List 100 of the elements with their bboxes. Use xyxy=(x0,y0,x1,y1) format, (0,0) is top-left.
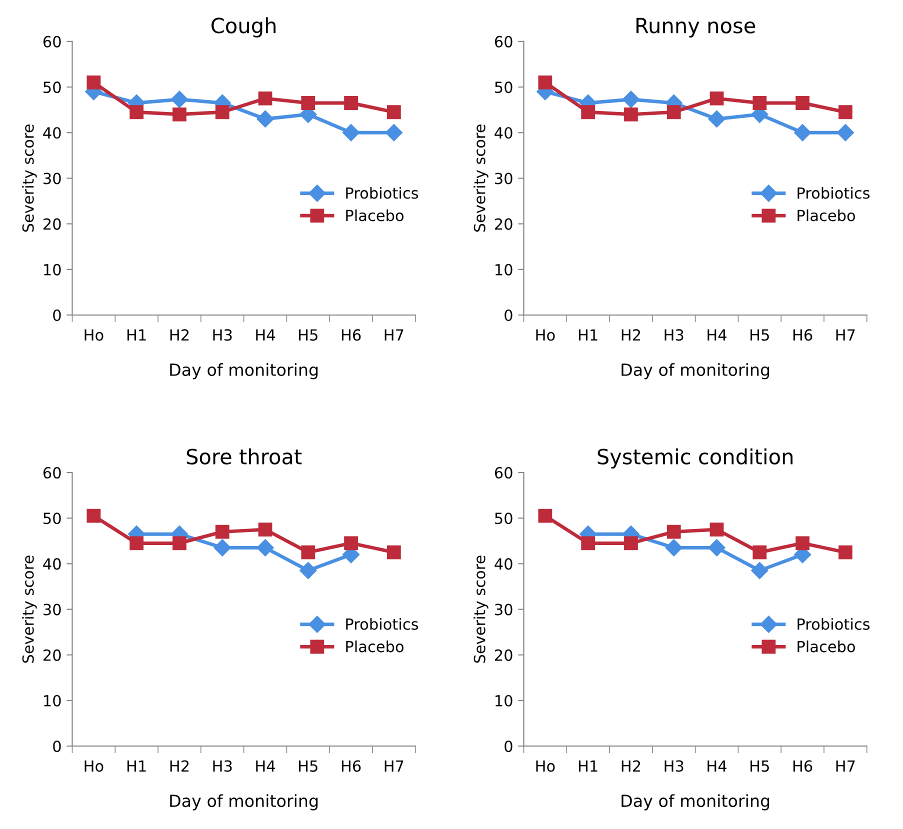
point xyxy=(838,105,852,120)
point xyxy=(538,76,552,90)
x-tick-label: H2 xyxy=(170,760,189,772)
x-tick-label: H1 xyxy=(127,760,146,772)
y-tick-label: 60 xyxy=(494,466,512,479)
point xyxy=(386,105,401,120)
x-tick-label: Ho xyxy=(536,329,555,341)
x-tick-label: H7 xyxy=(836,329,855,341)
y-tick-label: 20 xyxy=(495,218,512,230)
y-axis-title: Severity score xyxy=(22,124,37,232)
y-tick-label: 60 xyxy=(43,466,61,479)
point xyxy=(300,562,317,580)
y-tick-label: 60 xyxy=(43,36,61,48)
y-axis-title: Severity score xyxy=(22,556,37,663)
x-tick-label: H4 xyxy=(708,329,727,341)
x-tick-label: H5 xyxy=(299,760,318,772)
x-tick-label: H6 xyxy=(793,329,812,341)
x-axis-title: Day of monitoring xyxy=(622,363,770,380)
point xyxy=(752,545,767,560)
x-tick-label: H4 xyxy=(256,329,276,341)
y-axis-title: Severity score xyxy=(474,124,488,232)
x-axis-title: Day of monitoring xyxy=(170,794,318,810)
y-tick-label: 30 xyxy=(495,604,512,616)
x-tick-label: Ho xyxy=(84,760,104,772)
point xyxy=(258,92,272,106)
y-tick-label: 40 xyxy=(494,558,512,570)
point xyxy=(796,96,810,110)
y-tick-label: 20 xyxy=(44,649,61,661)
legend-label: Probiotics xyxy=(346,186,418,199)
y-tick-label: 50 xyxy=(44,82,61,94)
point xyxy=(258,522,272,536)
y-tick-label: 10 xyxy=(44,264,61,276)
y-tick-label: 10 xyxy=(44,694,61,707)
point xyxy=(256,539,274,556)
point xyxy=(130,536,144,550)
y-tick-label: 20 xyxy=(44,218,61,230)
point xyxy=(172,107,186,122)
x-tick-label: H3 xyxy=(664,760,684,772)
y-tick-label: 0 xyxy=(53,309,61,322)
y-tick-label: 50 xyxy=(495,512,512,524)
y-tick-label: 30 xyxy=(44,172,61,184)
point xyxy=(86,76,101,90)
y-tick-label: 0 xyxy=(504,309,512,322)
point xyxy=(342,124,360,142)
chart-title: Cough xyxy=(212,17,276,38)
point xyxy=(751,562,768,580)
y-tick-label: 10 xyxy=(496,694,512,707)
point xyxy=(796,536,810,550)
x-tick-label: H4 xyxy=(256,760,276,772)
point xyxy=(301,545,316,560)
point xyxy=(172,536,186,550)
point xyxy=(344,536,358,550)
y-axis-title: Severity score xyxy=(474,556,488,663)
point xyxy=(386,545,401,560)
x-tick-label: H2 xyxy=(622,760,640,772)
legend-label: Placebo xyxy=(798,209,855,222)
y-tick-label: 40 xyxy=(43,558,61,570)
point xyxy=(86,508,101,523)
x-tick-label: H3 xyxy=(213,760,232,772)
chart-title: Systemic condition xyxy=(598,448,792,469)
point xyxy=(710,92,724,106)
y-tick-label: 20 xyxy=(495,649,512,661)
chart-title: Runny nose xyxy=(636,18,756,38)
point xyxy=(215,105,230,120)
x-tick-label: H3 xyxy=(213,329,232,341)
x-tick-label: H6 xyxy=(342,760,361,772)
x-tick-label: H4 xyxy=(708,760,727,772)
x-tick-label: H1 xyxy=(127,329,146,341)
point xyxy=(581,536,596,550)
x-tick-label: H1 xyxy=(578,329,598,341)
x-tick-label: H7 xyxy=(384,760,404,772)
legend-label: Probiotics xyxy=(798,618,870,630)
chart-title: Sore throat xyxy=(186,448,302,464)
point xyxy=(665,539,682,556)
point xyxy=(836,124,854,142)
legend-label: Placebo xyxy=(346,209,404,222)
point xyxy=(708,539,726,556)
x-tick-label: H2 xyxy=(622,329,640,341)
point xyxy=(624,107,638,122)
point xyxy=(710,522,724,536)
point xyxy=(838,545,852,560)
point xyxy=(794,124,812,142)
point xyxy=(666,524,681,539)
y-tick-label: 40 xyxy=(43,127,61,139)
y-tick-label: 30 xyxy=(44,604,61,616)
x-tick-label: H2 xyxy=(170,329,189,341)
x-tick-label: H6 xyxy=(342,329,361,341)
y-tick-label: 50 xyxy=(495,82,512,94)
point xyxy=(624,536,638,550)
legend-label: Placebo xyxy=(346,640,404,652)
y-tick-label: 0 xyxy=(53,740,61,752)
x-tick-label: H5 xyxy=(750,329,769,341)
x-tick-label: Ho xyxy=(536,760,555,772)
point xyxy=(538,508,552,523)
y-tick-label: 10 xyxy=(496,264,512,276)
y-tick-label: 0 xyxy=(504,740,512,752)
x-tick-label: H7 xyxy=(384,329,404,341)
point xyxy=(130,105,144,120)
x-tick-label: H5 xyxy=(299,329,318,341)
point xyxy=(581,105,596,120)
